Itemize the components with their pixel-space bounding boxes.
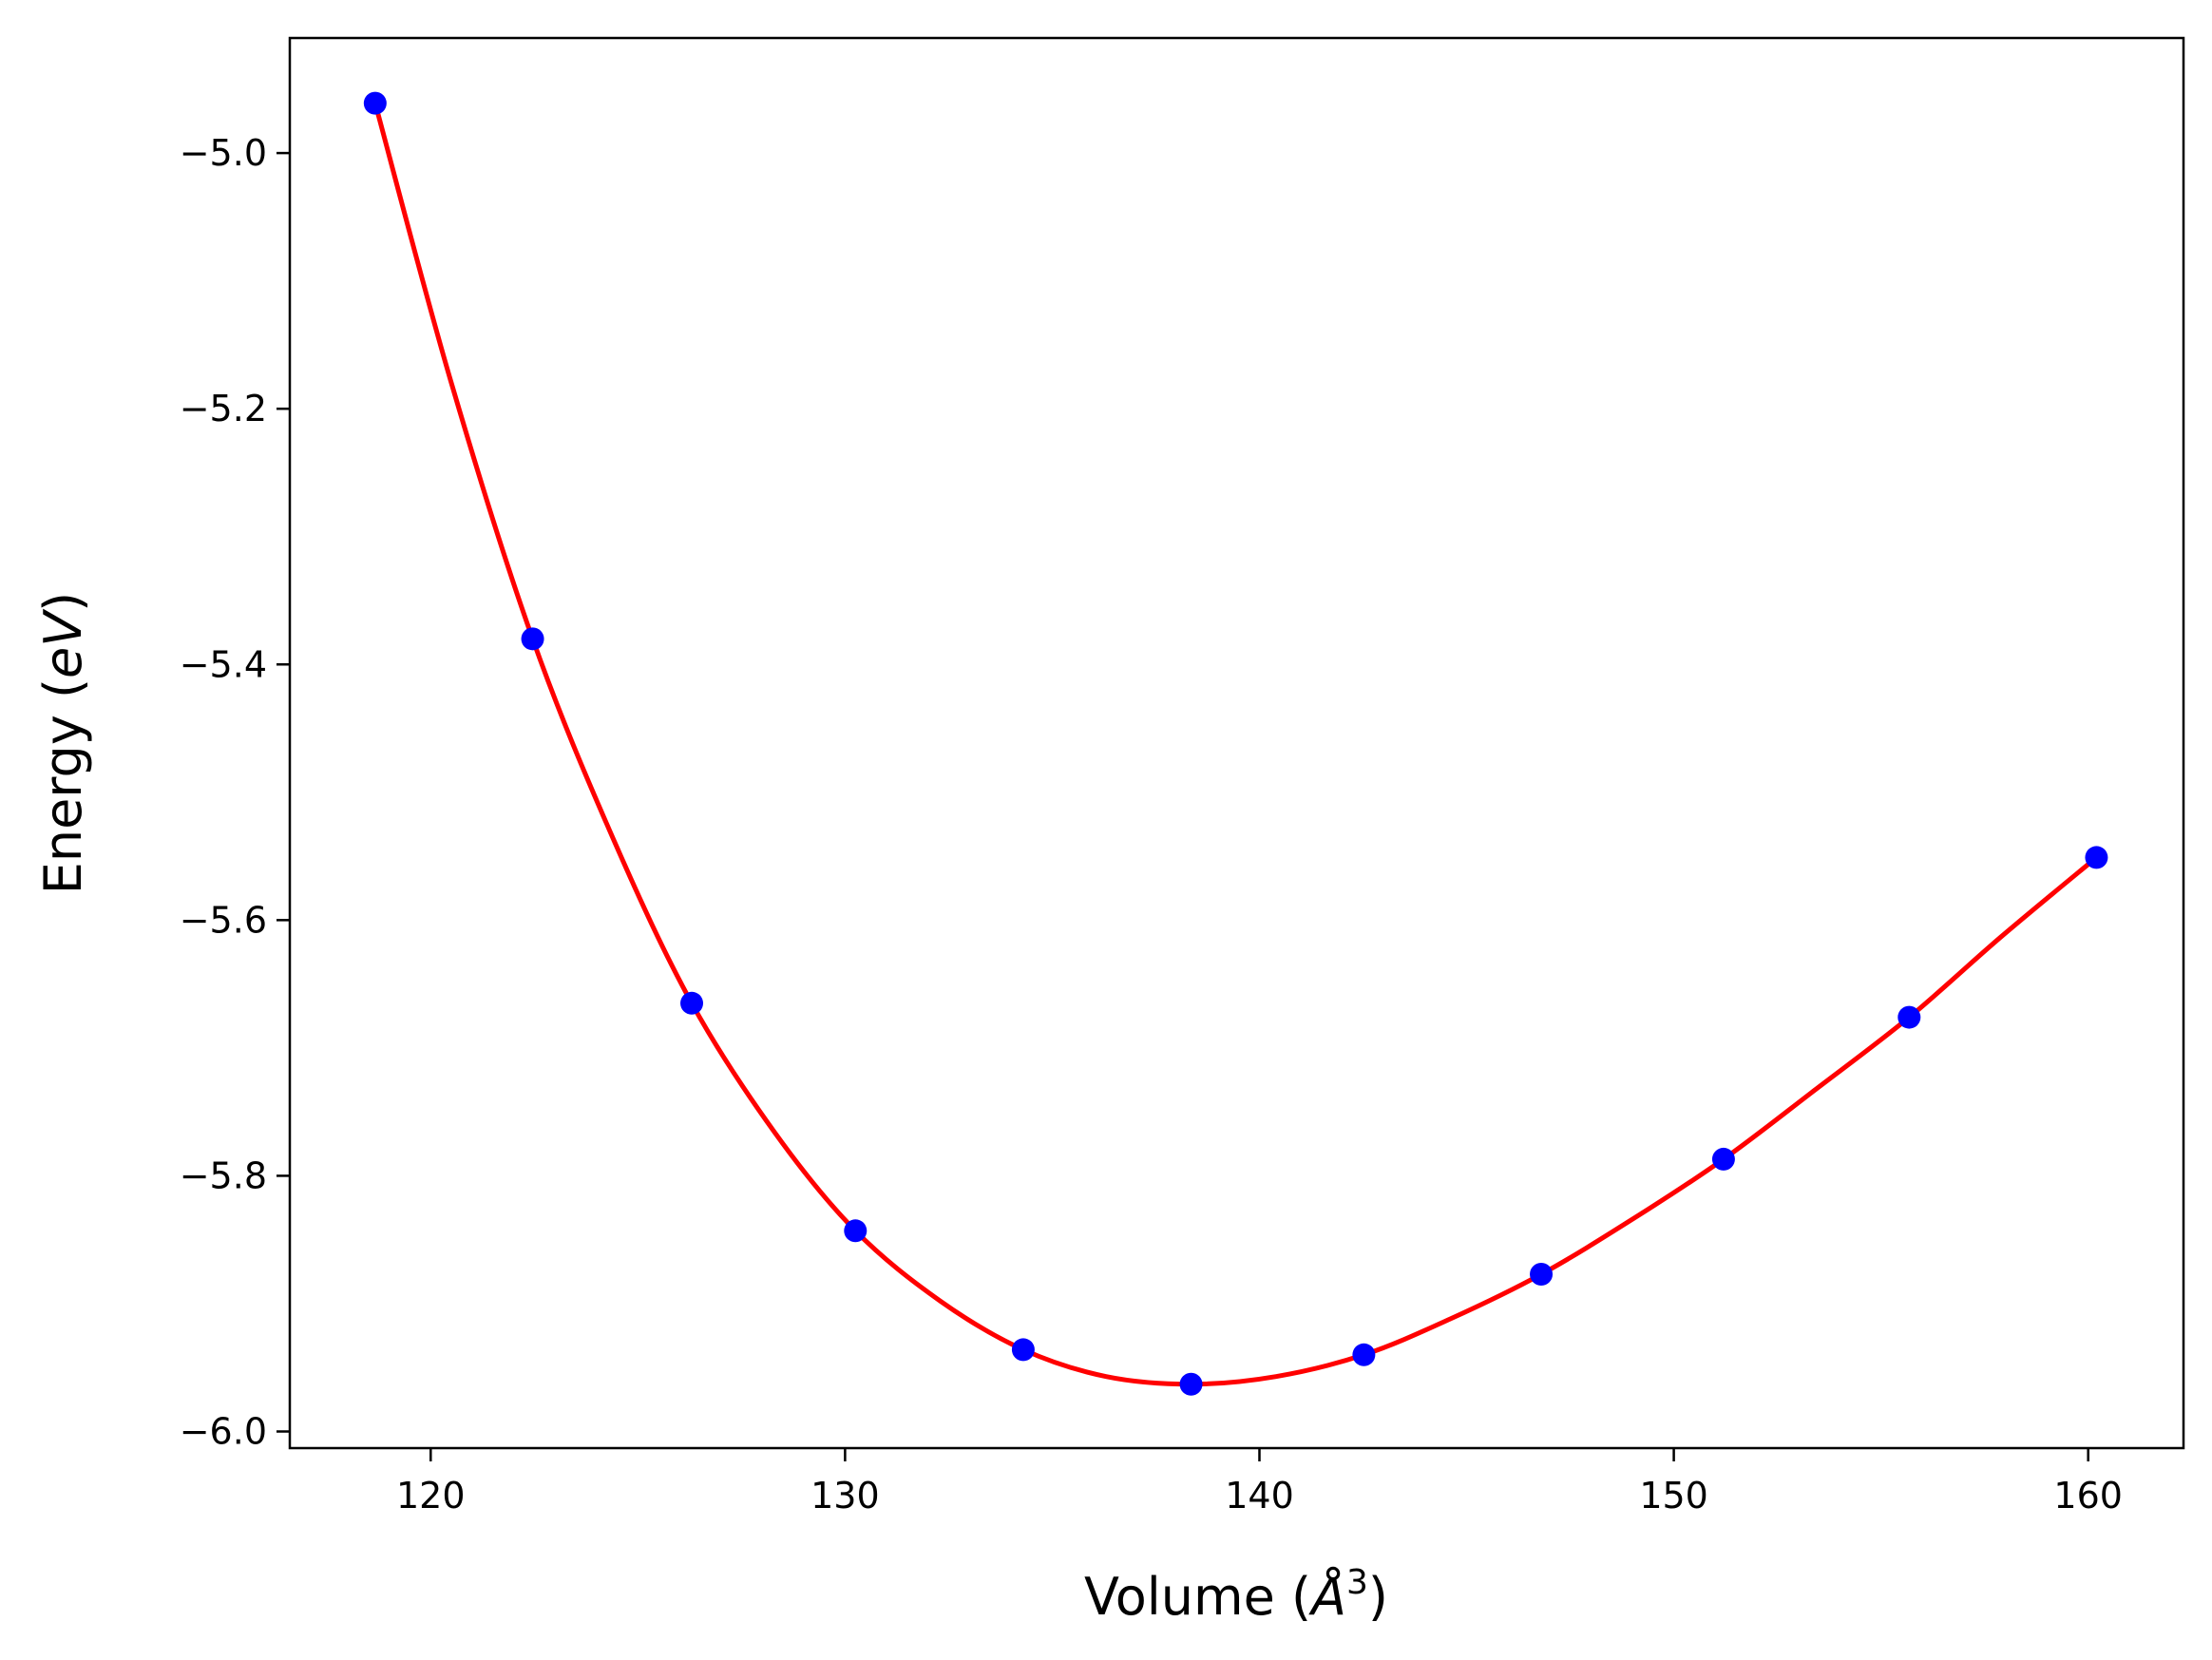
x-axis-label-prefix: Volume ( <box>1084 1567 1311 1627</box>
data-point <box>844 1219 868 1243</box>
x-axis-label-power: 3 <box>1346 1563 1368 1602</box>
x-axis-ticks: 120 130 140 150 160 <box>396 1448 2123 1517</box>
data-point <box>521 627 544 651</box>
y-axis-label: Energy (eV) <box>33 592 93 895</box>
x-tick-label: 160 <box>2053 1475 2123 1517</box>
data-point <box>1530 1263 1554 1287</box>
data-point <box>1179 1372 1203 1396</box>
data-point <box>1711 1147 1735 1171</box>
data-point <box>1011 1338 1035 1362</box>
x-axis-label-symbol: Å <box>1308 1566 1346 1627</box>
data-point <box>1352 1343 1376 1366</box>
x-axis-label: Volume (Å3) <box>1084 1563 1388 1627</box>
plot-frame <box>288 36 2185 1450</box>
fit-curve-line <box>372 102 2099 1387</box>
data-point <box>680 991 704 1015</box>
data-points-layer <box>363 91 2108 1396</box>
y-tick-label: −5.4 <box>180 643 267 685</box>
y-tick-label: −5.6 <box>180 899 267 941</box>
x-tick-label: 120 <box>396 1475 466 1517</box>
y-tick-label: −5.8 <box>180 1154 267 1196</box>
x-tick-label: 140 <box>1225 1475 1294 1517</box>
y-axis-ticks: −5.0 −5.2 −5.4 −5.6 −5.8 −6.0 <box>180 132 290 1453</box>
x-tick-label: 150 <box>1639 1475 1708 1517</box>
data-point <box>1897 1005 1921 1029</box>
y-tick-label: −5.2 <box>180 388 267 429</box>
y-tick-label: −6.0 <box>180 1411 267 1453</box>
fit-curve-layer <box>372 102 2099 1387</box>
data-point <box>363 91 387 115</box>
data-point <box>2085 846 2108 869</box>
y-axis-label-suffix: ) <box>33 592 93 612</box>
y-axis-label-prefix: Energy ( <box>33 678 93 894</box>
x-tick-label: 130 <box>810 1475 880 1517</box>
y-tick-label: −5.0 <box>180 132 267 174</box>
x-axis-label-suffix: ) <box>1368 1567 1388 1627</box>
y-axis-label-unit: eV <box>33 608 93 678</box>
